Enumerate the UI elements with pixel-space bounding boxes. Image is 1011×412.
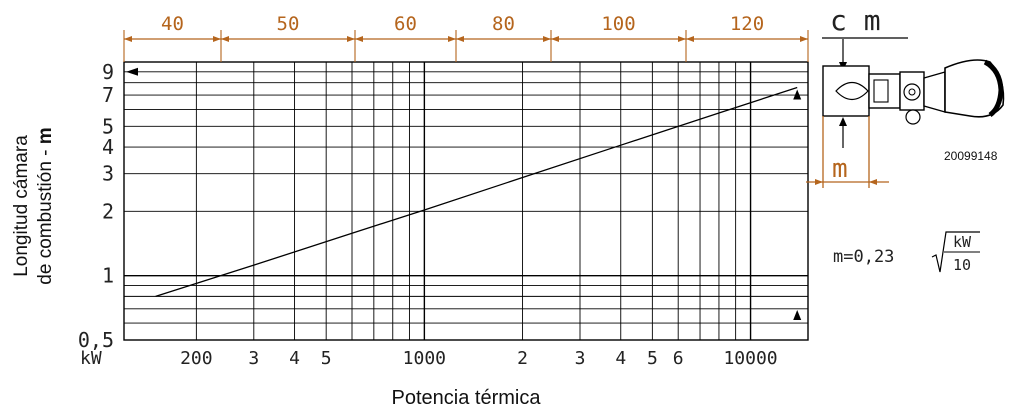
y-tick-label: 5 [102,114,114,138]
top-axis-label: 40 [161,13,184,35]
y-axis-title-line2: de combustión - m [35,127,56,284]
x-tick-label: 3 [248,348,259,369]
formula: m=0,23 kW 10 [833,231,980,274]
top-axis-label: 50 [277,13,300,35]
x-tick-label: 6 [673,348,684,369]
top-axis-arrow [213,36,221,42]
y-tick-label: 9 [102,60,114,84]
formula-numerator: kW [953,233,972,251]
burner-diagram: c m m 20099148 [806,4,1005,188]
top-axis-arrow [543,36,551,42]
x-axis-ticks: 200 3 4 5 1000 2 3 4 5 6 10000 [180,348,778,369]
top-axis-arrow [347,36,355,42]
y-tick-label: 1 [102,264,114,288]
top-axis-arrow [551,36,559,42]
top-axis-arrow [355,36,363,42]
plot-grid [123,61,809,341]
x-tick-label: 3 [575,348,586,369]
plot-frame [123,61,809,341]
x-tick-label: 1000 [403,348,446,369]
top-axis-label: 100 [601,13,635,35]
x-tick-label: 200 [180,348,213,369]
formula-lhs: m=0,23 [833,247,894,267]
top-axis-arrow [686,36,694,42]
x-tick-label: 4 [615,348,626,369]
series-end-arrow [793,89,802,100]
formula-denominator: 10 [953,256,971,274]
x-axis-title: Potencia térmica [392,387,542,409]
burner-length-label: m [832,154,848,184]
y-axis-title-text: de combustión - [35,144,56,284]
y-tick-label: 7 [102,83,114,107]
top-axis-label: 80 [492,13,515,35]
x-tick-label: 5 [321,348,332,369]
x-tick-label: 5 [647,348,658,369]
top-axis-arrow [456,36,464,42]
top-axis-arrow [448,36,456,42]
x-tick-label: 10000 [723,348,777,369]
y-axis-title-line1: Longitud cámara [11,135,32,277]
y-axis-ticks: 0,5 1 2 3 45 79 [78,60,114,352]
top-axis-arrow [221,36,229,42]
x-tick-label: 2 [517,348,528,369]
top-axis-arrow [800,36,808,42]
cm-label: c m [830,4,881,37]
y-tick-label: 3 [102,162,114,186]
series-layer [126,67,802,320]
top-axis-label: 120 [730,13,764,35]
x-unit-label: kW [80,348,102,369]
x-tick-label: 4 [289,348,300,369]
series-start-arrow [793,310,802,320]
top-axis-arrow [678,36,686,42]
figure-code: 20099148 [944,149,998,163]
y-tick-label: 0,5 [78,328,114,352]
top-axis-label: 60 [394,13,417,35]
y-max-arrow [126,67,138,76]
top-axis-cm: 40 50 60 80 100 120 [123,13,809,62]
top-axis-arrow [124,36,132,42]
y-axis-title-bold: m [35,127,56,144]
y-tick-label: 2 [102,199,114,223]
series-line [155,86,798,298]
y-tick-label: 4 [102,135,114,159]
